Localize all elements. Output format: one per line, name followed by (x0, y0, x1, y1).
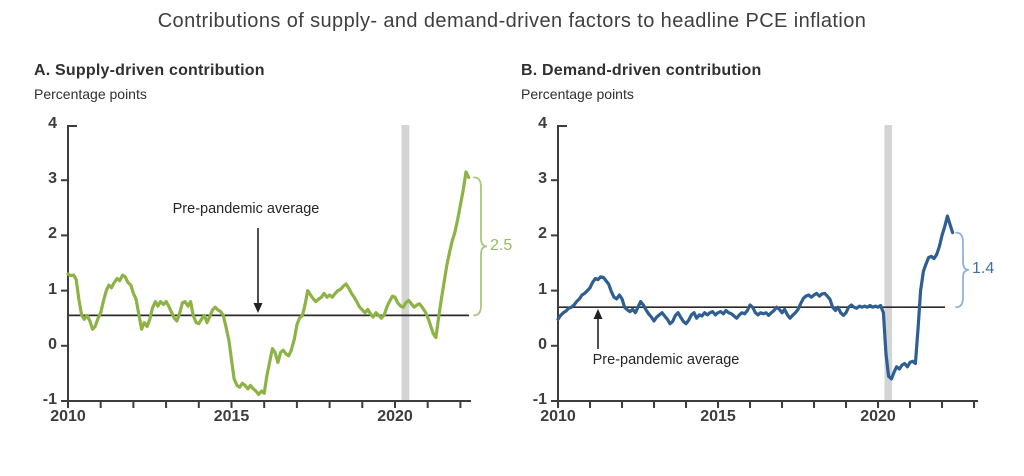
figure-title: Contributions of supply- and demand-driv… (157, 10, 867, 32)
recession-band (401, 125, 410, 401)
y-tick-label: -1 (532, 391, 547, 408)
y-tick-label: 1 (48, 280, 57, 298)
x-tick-label: 2010 (50, 408, 86, 425)
series-line (66, 170, 471, 396)
y-tick-label: 0 (48, 335, 57, 353)
y-tick-label: 4 (538, 115, 547, 132)
x-tick-label: 2015 (213, 408, 250, 425)
x-tick-label: 2015 (700, 408, 736, 425)
panel-a-title: A. Supply-driven contribution (34, 62, 265, 79)
panel-a-annotation: Pre-pandemic average (172, 201, 320, 217)
panel-b-title: B. Demand-driven contribution (521, 62, 762, 79)
panel-b-ylabel: Percentage points (521, 86, 634, 102)
y-tick-label: 4 (48, 115, 57, 132)
annotation-arrowhead (253, 303, 263, 313)
y-tick-label: 2 (48, 225, 57, 243)
x-tick-label: 2020 (860, 408, 896, 425)
panel-a-bracket-value: 2.5 (490, 237, 513, 254)
y-tick-label: 2 (538, 225, 547, 243)
bracket (955, 231, 970, 309)
y-tick-label: 3 (538, 170, 547, 188)
y-tick-label: 1 (538, 280, 547, 298)
series-line (556, 214, 955, 381)
recession-band (884, 125, 893, 401)
x-tick-label: 2020 (377, 408, 413, 425)
y-tick-label: -1 (42, 391, 57, 408)
x-tick-label: 2010 (540, 408, 576, 425)
panel-a-ylabel: Percentage points (34, 86, 147, 102)
annotation-arrowhead (593, 309, 603, 319)
panel-b-bracket-value: 1.4 (972, 260, 995, 277)
y-tick-label: 0 (538, 335, 547, 353)
panel-b-annotation: Pre-pandemic average (592, 352, 740, 368)
y-tick-label: 3 (48, 170, 57, 188)
bracket (473, 176, 488, 317)
